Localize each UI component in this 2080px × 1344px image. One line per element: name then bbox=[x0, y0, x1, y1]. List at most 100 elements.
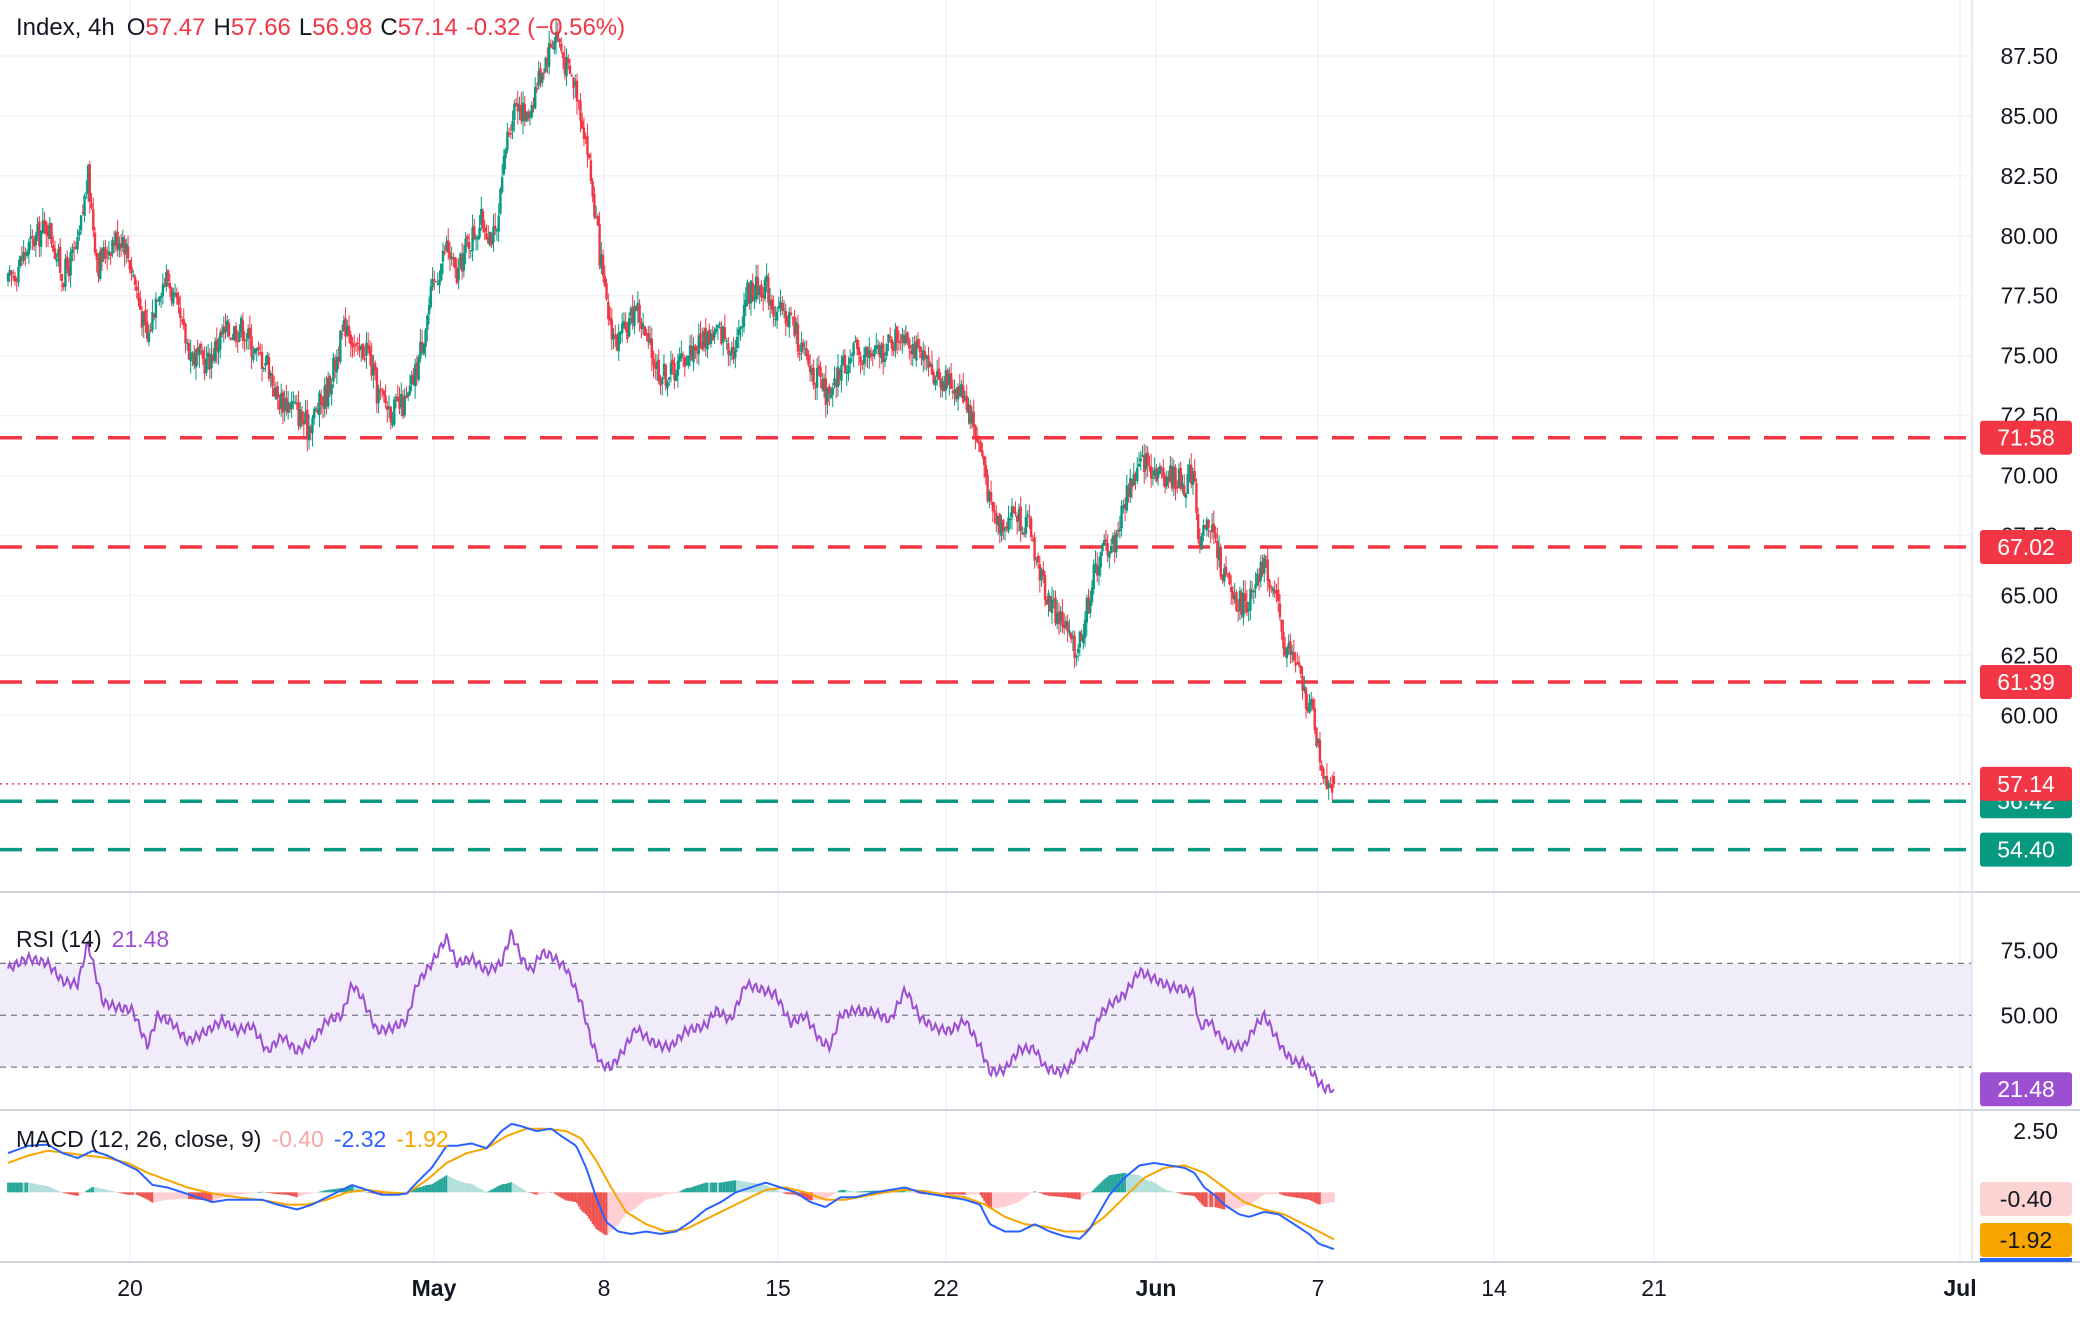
candle[interactable] bbox=[1209, 530, 1212, 544]
candle[interactable] bbox=[316, 402, 319, 415]
candle[interactable] bbox=[1028, 504, 1031, 530]
candle[interactable] bbox=[126, 235, 130, 263]
candle[interactable] bbox=[302, 410, 305, 437]
candle[interactable] bbox=[758, 285, 761, 304]
candle[interactable] bbox=[814, 382, 817, 401]
candle[interactable] bbox=[1216, 527, 1219, 571]
candle[interactable] bbox=[1280, 618, 1283, 641]
candle[interactable] bbox=[641, 312, 645, 335]
candle[interactable] bbox=[887, 334, 890, 352]
candle[interactable] bbox=[1205, 516, 1209, 537]
candle[interactable] bbox=[288, 402, 292, 413]
candle[interactable] bbox=[205, 346, 208, 377]
candle[interactable] bbox=[76, 229, 79, 254]
candle[interactable] bbox=[252, 346, 255, 363]
candle[interactable] bbox=[901, 327, 904, 354]
candle[interactable] bbox=[1191, 467, 1195, 495]
candle[interactable] bbox=[1066, 614, 1069, 643]
candle[interactable] bbox=[434, 280, 438, 283]
candle[interactable] bbox=[549, 39, 553, 49]
candle[interactable] bbox=[969, 399, 972, 430]
candle[interactable] bbox=[589, 152, 593, 184]
candle[interactable] bbox=[1259, 555, 1262, 588]
candle[interactable] bbox=[363, 345, 366, 363]
candle[interactable] bbox=[695, 345, 699, 364]
candle[interactable] bbox=[751, 273, 754, 303]
candle[interactable] bbox=[1009, 512, 1012, 530]
candle[interactable] bbox=[346, 320, 349, 338]
candle[interactable] bbox=[1094, 550, 1097, 574]
candle[interactable] bbox=[1108, 551, 1111, 569]
candle[interactable] bbox=[1202, 519, 1205, 542]
candle[interactable] bbox=[99, 246, 102, 282]
candle[interactable] bbox=[85, 180, 88, 199]
candle[interactable] bbox=[1014, 501, 1017, 517]
candle[interactable] bbox=[619, 330, 622, 345]
candle[interactable] bbox=[1200, 532, 1203, 550]
candle[interactable] bbox=[878, 341, 881, 369]
candle[interactable] bbox=[655, 354, 659, 381]
candle[interactable] bbox=[1104, 529, 1108, 551]
candle[interactable] bbox=[534, 77, 537, 110]
candle[interactable] bbox=[1256, 568, 1259, 587]
candle[interactable] bbox=[582, 117, 586, 147]
candle[interactable] bbox=[1247, 601, 1250, 622]
candle[interactable] bbox=[605, 278, 608, 301]
candle[interactable] bbox=[1134, 471, 1137, 490]
candle[interactable] bbox=[699, 321, 702, 349]
candle[interactable] bbox=[462, 244, 466, 278]
candle[interactable] bbox=[441, 242, 445, 275]
candle[interactable] bbox=[236, 330, 239, 353]
candle[interactable] bbox=[1078, 630, 1082, 657]
candle[interactable] bbox=[130, 256, 133, 281]
candle[interactable] bbox=[81, 204, 85, 216]
candle[interactable] bbox=[1219, 543, 1222, 580]
candle[interactable] bbox=[1254, 572, 1257, 599]
candle[interactable] bbox=[748, 282, 751, 310]
candle[interactable] bbox=[1038, 555, 1042, 593]
candle[interactable] bbox=[612, 328, 615, 349]
candle[interactable] bbox=[640, 317, 643, 339]
candle[interactable] bbox=[873, 345, 876, 360]
candle[interactable] bbox=[154, 292, 158, 330]
candle[interactable] bbox=[948, 367, 951, 396]
candle[interactable] bbox=[718, 321, 721, 329]
candle[interactable] bbox=[220, 324, 224, 338]
candle[interactable] bbox=[36, 217, 39, 241]
candle[interactable] bbox=[673, 356, 676, 390]
candle[interactable] bbox=[393, 396, 396, 427]
candle[interactable] bbox=[721, 325, 725, 356]
candle[interactable] bbox=[344, 307, 347, 347]
candle[interactable] bbox=[895, 325, 899, 355]
candle[interactable] bbox=[1132, 462, 1135, 487]
candle[interactable] bbox=[755, 264, 758, 303]
candle[interactable] bbox=[39, 230, 43, 257]
candle[interactable] bbox=[140, 306, 144, 336]
candle[interactable] bbox=[52, 235, 55, 253]
candle[interactable] bbox=[634, 304, 638, 312]
candle[interactable] bbox=[92, 197, 95, 238]
candle[interactable] bbox=[993, 502, 996, 525]
candle[interactable] bbox=[229, 337, 232, 341]
candle[interactable] bbox=[514, 97, 518, 107]
candle[interactable] bbox=[159, 292, 163, 308]
candle[interactable] bbox=[782, 299, 786, 318]
candle[interactable] bbox=[744, 287, 747, 317]
candle[interactable] bbox=[955, 387, 958, 403]
candle[interactable] bbox=[182, 308, 185, 331]
candle[interactable] bbox=[1207, 518, 1210, 538]
candle[interactable] bbox=[177, 291, 180, 314]
candle[interactable] bbox=[379, 380, 382, 401]
candle[interactable] bbox=[741, 316, 744, 337]
candle[interactable] bbox=[1277, 577, 1280, 612]
candle[interactable] bbox=[1144, 445, 1148, 480]
candle[interactable] bbox=[299, 402, 302, 430]
candle[interactable] bbox=[365, 331, 368, 369]
candle[interactable] bbox=[1332, 771, 1336, 788]
candle[interactable] bbox=[1010, 497, 1014, 530]
candle[interactable] bbox=[1172, 459, 1175, 497]
candle[interactable] bbox=[831, 382, 834, 408]
candle[interactable] bbox=[304, 400, 307, 425]
candle[interactable] bbox=[1297, 655, 1301, 668]
candle[interactable] bbox=[1156, 466, 1160, 486]
